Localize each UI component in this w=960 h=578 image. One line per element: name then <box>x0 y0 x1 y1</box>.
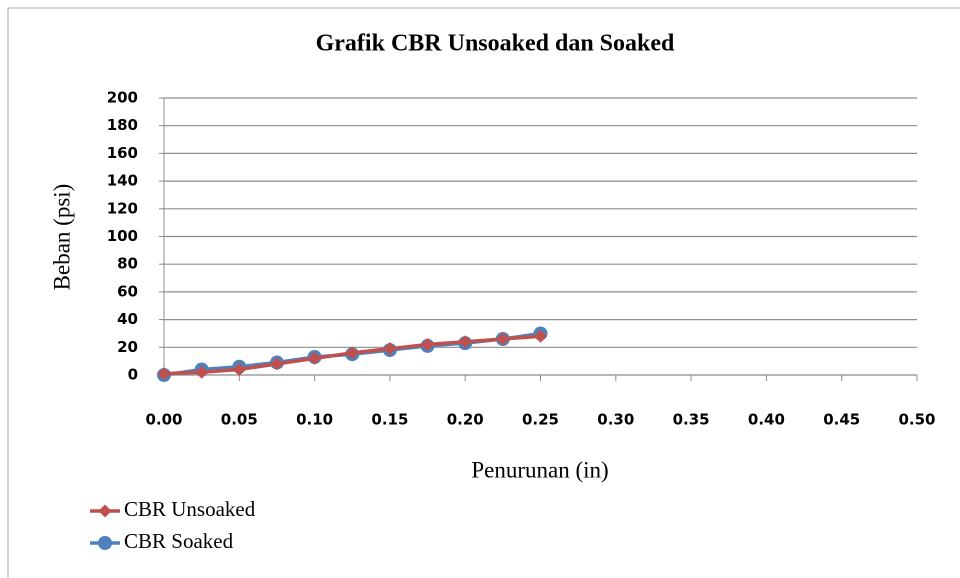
x-tick-label: 0.25 <box>522 411 559 429</box>
legend-marker <box>98 504 112 518</box>
y-axis-label: Beban (psi) <box>49 184 74 291</box>
y-tick-label: 80 <box>117 255 138 273</box>
legend-label: CBR Soaked <box>124 529 234 553</box>
y-tick-label: 60 <box>117 282 138 300</box>
point <box>195 365 209 379</box>
y-tick-label: 20 <box>117 338 138 356</box>
y-tick-label: 0 <box>128 366 138 384</box>
x-tick-label: 0.40 <box>748 411 785 429</box>
point <box>232 362 246 376</box>
x-tick-label: 0.30 <box>597 411 634 429</box>
y-tick-label: 180 <box>107 116 138 134</box>
x-axis-label: Penurunan (in) <box>471 457 608 482</box>
y-tick-label: 40 <box>117 310 138 328</box>
chart-title: Grafik CBR Unsoaked dan Soaked <box>316 31 675 57</box>
point <box>308 351 322 365</box>
y-tick-label: 140 <box>107 172 138 190</box>
y-tick-label: 100 <box>107 227 138 245</box>
point <box>458 335 472 349</box>
point <box>496 332 510 346</box>
x-tick-label: 0.10 <box>296 411 333 429</box>
y-tick-label: 200 <box>107 89 138 107</box>
x-tick-label: 0.20 <box>447 411 484 429</box>
point <box>345 346 359 360</box>
x-tick-label: 0.15 <box>371 411 408 429</box>
point <box>421 338 435 352</box>
point <box>270 357 284 371</box>
legend-label: CBR Unsoaked <box>124 497 256 521</box>
x-tick-label: 0.50 <box>898 411 935 429</box>
y-tick-label: 160 <box>107 144 138 162</box>
x-tick-label: 0.00 <box>145 411 182 429</box>
point <box>534 329 547 343</box>
x-tick-label: 0.35 <box>673 411 710 429</box>
y-tick-label: 120 <box>107 199 138 217</box>
x-tick-label: 0.45 <box>823 411 860 429</box>
legend-marker <box>98 536 112 550</box>
point <box>383 342 397 356</box>
point <box>157 367 171 381</box>
x-tick-label: 0.05 <box>221 411 258 429</box>
